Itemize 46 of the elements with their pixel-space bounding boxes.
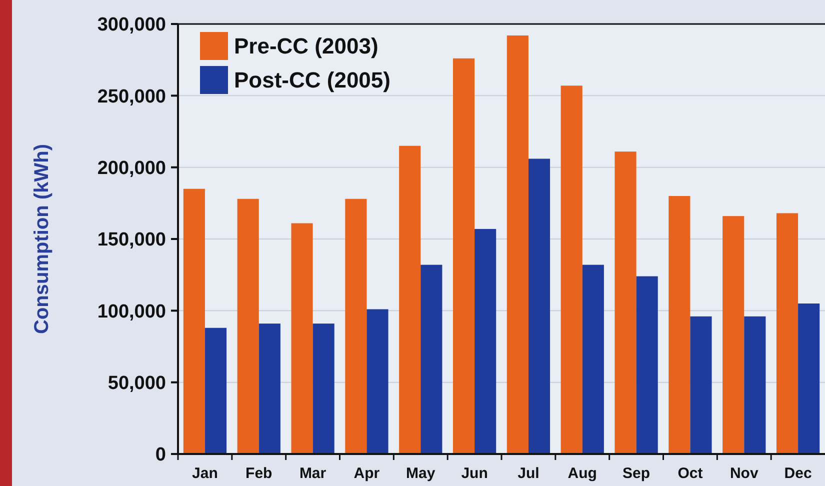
y-tick-label: 300,000 <box>97 14 166 36</box>
bar <box>690 316 712 454</box>
bar <box>798 304 820 454</box>
bar <box>420 264 442 454</box>
x-tick-label: Aug <box>568 465 597 482</box>
x-tick-label: Dec <box>784 465 812 482</box>
bar <box>399 146 421 454</box>
bar <box>506 35 528 454</box>
bar <box>291 223 313 454</box>
x-tick-label: Sep <box>622 465 650 482</box>
bar <box>560 86 582 454</box>
x-tick-label: Jan <box>192 465 218 482</box>
bar <box>452 58 475 454</box>
x-tick-label: Mar <box>299 465 326 482</box>
x-tick-label: Jun <box>461 465 488 482</box>
y-tick-label: 0 <box>155 444 166 466</box>
y-tick-label: 50,000 <box>108 372 166 394</box>
bar <box>582 264 604 454</box>
y-axis-title: Consumption (kWh) <box>31 144 53 334</box>
bar <box>345 198 367 454</box>
x-tick-label: Jul <box>518 465 540 482</box>
y-tick-label: 250,000 <box>97 86 166 108</box>
x-tick-label: Apr <box>354 465 380 482</box>
bar <box>183 188 205 454</box>
bar <box>366 309 388 454</box>
bar <box>312 324 334 454</box>
bar <box>744 316 766 454</box>
x-tick-label: May <box>406 465 436 482</box>
x-tick-label: Oct <box>678 465 703 482</box>
bar <box>204 328 227 454</box>
legend-label: Post-CC (2005) <box>234 68 390 93</box>
y-tick-label: 150,000 <box>97 230 166 251</box>
x-tick-label: Feb <box>246 465 272 482</box>
bar <box>237 198 259 454</box>
bar <box>668 196 690 454</box>
bar <box>776 213 798 454</box>
bar <box>722 216 744 454</box>
bar <box>528 158 550 454</box>
bar <box>474 228 496 454</box>
bar <box>614 152 636 454</box>
bar <box>636 276 658 454</box>
legend-label: Pre-CC (2003) <box>234 34 378 59</box>
x-tick-label: Nov <box>730 465 759 482</box>
bar <box>258 324 280 454</box>
y-tick-label: 100,000 <box>97 301 166 322</box>
y-tick-label: 200,000 <box>97 158 166 179</box>
